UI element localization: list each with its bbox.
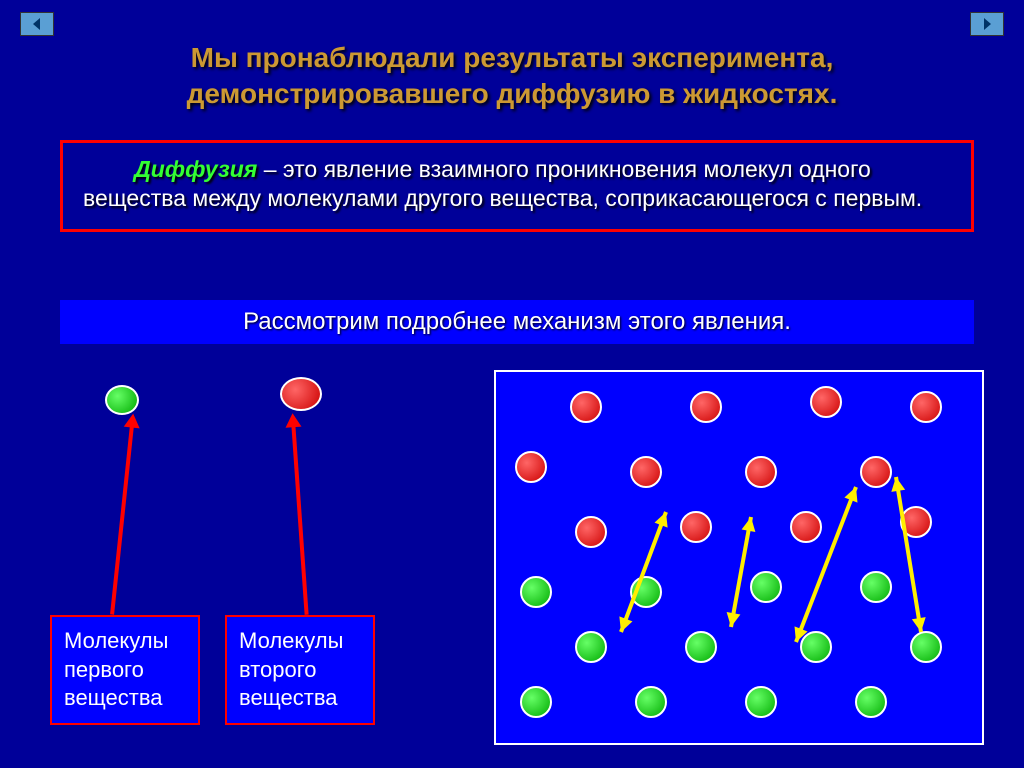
molecule-red [790,511,822,543]
diffusion-diagram [494,370,984,745]
legend-pointer-2 [291,425,308,615]
molecule-red [575,516,607,548]
molecule-red [680,511,712,543]
molecule-green [630,576,662,608]
molecule-red [810,386,842,418]
legend-area: Молекулы первого вещества Молекулы второ… [50,385,450,745]
title-line-2: демонстрировавшего диффузию в жидкостях. [60,76,964,112]
molecule-red [860,456,892,488]
molecule-red [745,456,777,488]
molecule-green [575,631,607,663]
molecule-red [515,451,547,483]
subheading-text: Рассмотрим подробнее механизм этого явле… [243,308,791,335]
molecule-green [685,631,717,663]
molecule-green [520,576,552,608]
title-line-1: Мы пронаблюдали результаты эксперимента, [60,40,964,76]
legend-label-2: Молекулы второго вещества [225,615,375,725]
legend-molecule-green [105,385,139,415]
legend-molecule-red [280,377,322,411]
molecule-green [860,571,892,603]
molecule-green [750,571,782,603]
molecule-green [635,686,667,718]
molecule-green [800,631,832,663]
subheading-box: Рассмотрим подробнее механизм этого явле… [60,300,974,344]
slide-title: Мы пронаблюдали результаты эксперимента,… [60,40,964,113]
molecule-red [630,456,662,488]
molecule-red [570,391,602,423]
definition-term: Диффузия [134,156,257,182]
next-button[interactable] [970,12,1004,36]
motion-arrows [496,372,986,747]
legend-label-1: Молекулы первого вещества [50,615,200,725]
prev-button[interactable] [20,12,54,36]
definition-box: Диффузия – это явление взаимного проникн… [60,140,974,232]
molecule-red [690,391,722,423]
molecule-green [520,686,552,718]
molecule-green [910,631,942,663]
legend-pointer-1 [110,425,134,614]
molecule-green [745,686,777,718]
molecule-red [910,391,942,423]
molecule-red [900,506,932,538]
molecule-green [855,686,887,718]
